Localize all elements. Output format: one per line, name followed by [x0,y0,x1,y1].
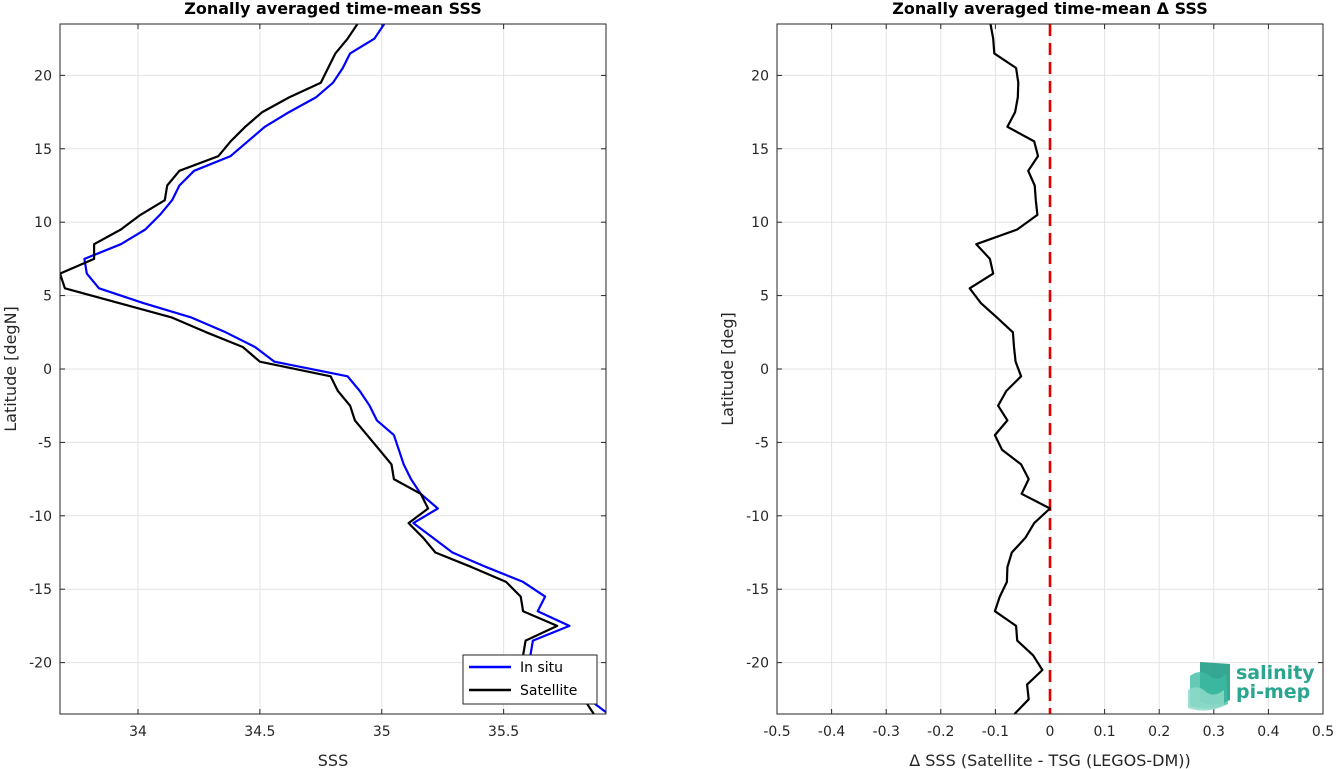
x-tick-label: 35.5 [488,724,519,740]
x-tick-label: -0.2 [927,724,954,740]
x-tick-label: -0.3 [873,724,900,740]
grid-left [60,24,606,714]
y-tick-label: 20 [751,68,769,84]
y-tick-label: 15 [34,142,52,158]
x-tick-label: 34.5 [244,724,275,740]
series-left [60,24,606,714]
panel-left: 34 34.5 35 35.5 -20 -15 -10 -5 0 5 10 15 20 Zonally … [1,0,607,769]
chart-title-left: Zonally averaged time-mean SSS [184,0,482,18]
y-tick-label: -20 [746,656,769,672]
x-tick-label: 0.3 [1203,724,1225,740]
y-axis-label-right: Latitude [deg] [718,312,737,426]
y-axis-label-left: Latitude [degN] [1,306,20,432]
series-line-delta-sss [968,24,1052,714]
y-tick-label: 5 [760,289,769,305]
y-tick-label: -10 [29,509,52,525]
y-tick-label: -15 [746,582,769,598]
x-tick-label: -0.5 [763,724,790,740]
x-tick-label: 34 [129,724,147,740]
logo-text-line2: pi-mep [1236,681,1310,703]
logo-text-line1: salinity [1236,662,1315,684]
y-tick-label: -5 [755,435,769,451]
y-tick-label: 0 [760,362,769,378]
y-tick-label: 5 [43,289,52,305]
x-tick-label: 0.1 [1093,724,1115,740]
x-tick-label: 0.4 [1257,724,1279,740]
logo-waves-icon [1188,662,1230,711]
y-tick-label: -20 [29,656,52,672]
y-tick-label: -10 [746,509,769,525]
axes-box-left [59,23,607,715]
x-tick-label: 0 [1046,724,1055,740]
tick-labels-right: -0.5 -0.4 -0.3 -0.2 -0.1 0 0.1 0.2 0.3 0.4 0.5 -20 -… [746,68,1334,740]
panel-right: -0.5 -0.4 -0.3 -0.2 -0.1 0 0.1 0.2 0.3 0.4 0.5 -20 -… [718,0,1334,769]
x-tick-label: -0.4 [818,724,845,740]
y-tick-label: 10 [34,215,52,231]
y-tick-label: 20 [34,68,52,84]
salinity-pi-mep-logo: salinity pi-mep [1188,662,1315,711]
x-tick-label: 0.2 [1148,724,1170,740]
x-tick-label: 0.5 [1312,724,1334,740]
legend-label-in-situ: In situ [520,660,563,676]
x-axis-label-left: SSS [318,751,348,769]
legend: In situ Satellite [462,654,598,705]
series-line-satellite [60,24,595,714]
series-line-in-situ [83,24,606,714]
y-tick-label: -15 [29,582,52,598]
x-tick-label: -0.1 [982,724,1009,740]
y-tick-label: 15 [751,142,769,158]
chart-title-right: Zonally averaged time-mean Δ SSS [892,0,1208,18]
y-tick-label: -5 [38,435,52,451]
tick-labels-left: 34 34.5 35 35.5 -20 -15 -10 -5 0 5 10 15 20 [29,68,519,740]
x-axis-label-right: Δ SSS (Satellite - TSG (LEGOS-DM)) [909,751,1191,769]
x-tick-label: 35 [373,724,391,740]
legend-box [462,654,598,705]
axes-box-right [776,23,1324,715]
y-tick-label: 10 [751,215,769,231]
series-right [968,24,1052,714]
legend-label-satellite: Satellite [520,683,577,699]
y-tick-label: 0 [43,362,52,378]
